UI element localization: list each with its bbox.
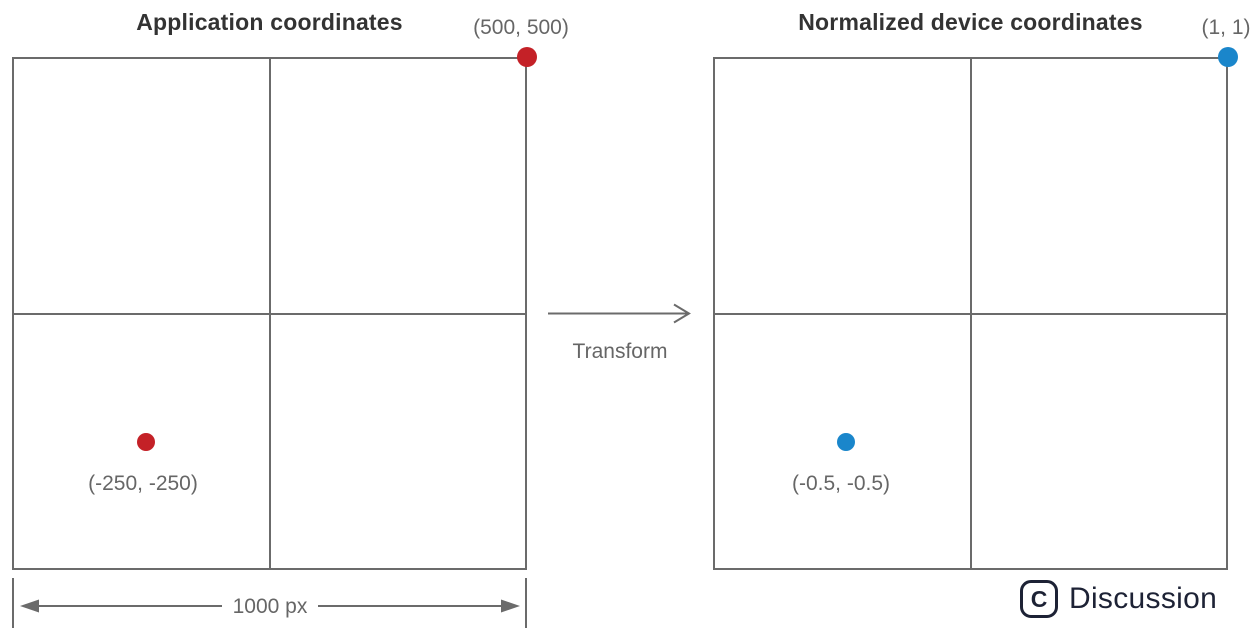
inner-point-label-application: (-250, -250)	[88, 472, 198, 495]
blue-inner-point	[837, 433, 855, 451]
grid-horizontal-midline	[715, 312, 1226, 315]
red-corner-point	[517, 47, 537, 67]
dimension-double-arrow-icon	[20, 599, 520, 613]
ndc-grid	[713, 57, 1228, 570]
transform-label: Transform	[572, 340, 668, 363]
corner-point-label-application: (500, 500)	[473, 16, 569, 39]
brand-name: Discussion	[1069, 582, 1218, 615]
brand-logo: C Discussion	[1020, 580, 1217, 618]
red-inner-point	[137, 433, 155, 451]
c-rounded-square-icon: C	[1020, 580, 1058, 618]
dimension-tick-right	[525, 578, 527, 628]
application-coordinates-grid	[12, 57, 527, 570]
inner-point-label-ndc: (-0.5, -0.5)	[791, 472, 891, 495]
dimension-tick-left	[12, 578, 14, 628]
application-coordinates-title: Application coordinates	[136, 9, 403, 35]
grid-horizontal-midline	[14, 312, 525, 315]
corner-point-label-ndc: (1, 1)	[1201, 16, 1251, 39]
dimension-label: 1000 px	[232, 595, 308, 618]
normalized-device-coordinates-title: Normalized device coordinates	[798, 9, 1143, 35]
blue-corner-point	[1218, 47, 1238, 67]
transform-arrow-icon	[548, 303, 691, 324]
